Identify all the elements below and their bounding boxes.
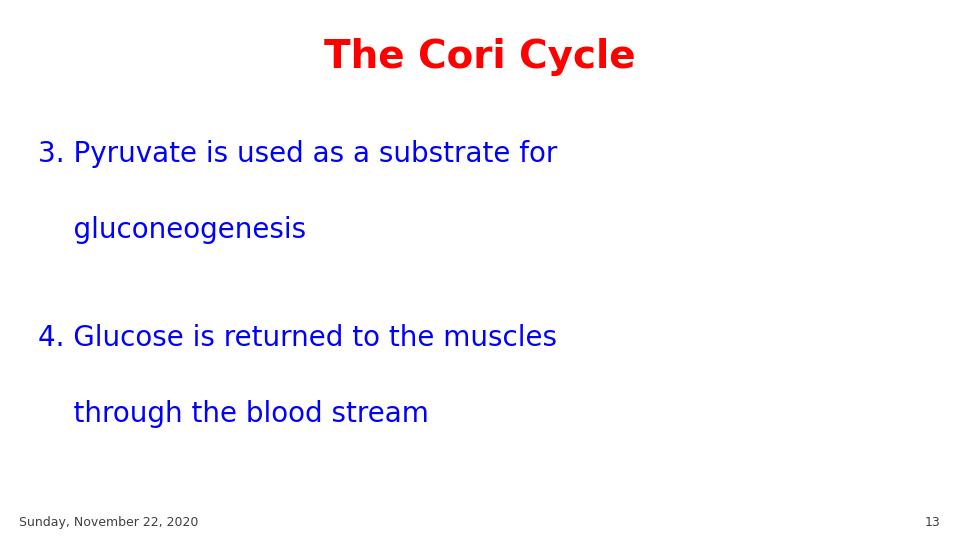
Text: gluconeogenesis: gluconeogenesis	[38, 216, 306, 244]
Text: Sunday, November 22, 2020: Sunday, November 22, 2020	[19, 516, 199, 529]
Text: 13: 13	[925, 516, 941, 529]
Text: 4. Glucose is returned to the muscles: 4. Glucose is returned to the muscles	[38, 324, 558, 352]
Text: 3. Pyruvate is used as a substrate for: 3. Pyruvate is used as a substrate for	[38, 140, 558, 168]
Text: The Cori Cycle: The Cori Cycle	[324, 38, 636, 76]
Text: through the blood stream: through the blood stream	[38, 400, 429, 428]
